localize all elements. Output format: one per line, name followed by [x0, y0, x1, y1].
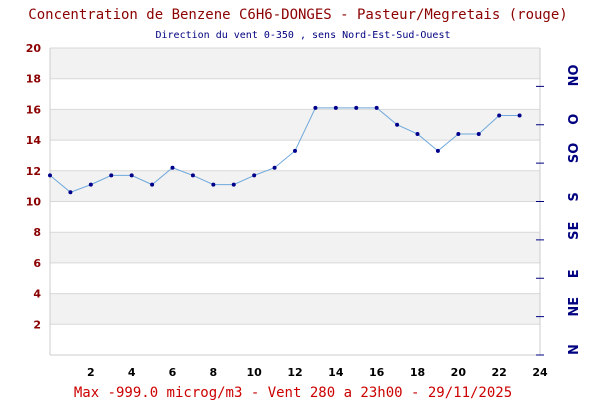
band-18 [50, 48, 540, 79]
data-point [68, 190, 73, 195]
y-tick-label: 10 [26, 196, 42, 209]
data-point [497, 113, 502, 118]
x-tick-label: 4 [128, 366, 136, 379]
y-tick-label: 6 [33, 257, 41, 270]
data-point [129, 173, 134, 178]
x-tick-label: 20 [451, 366, 467, 379]
x-tick-label: 8 [210, 366, 218, 379]
y-tick-label: 16 [26, 103, 42, 116]
x-tick-label: 2 [87, 366, 95, 379]
x-tick-label: 14 [328, 366, 344, 379]
data-point [272, 165, 277, 170]
x-tick-label: 16 [369, 366, 385, 379]
x-tick-label: 12 [287, 366, 302, 379]
direction-label: O [567, 114, 582, 125]
data-point [435, 148, 440, 153]
band-2 [50, 293, 540, 325]
chart-subtitle: Direction du vent 0-350 , sens Nord-Est-… [155, 30, 450, 41]
grid-lines [49, 47, 541, 356]
data-point [170, 165, 175, 170]
data-point [252, 173, 257, 178]
x-axis-ticks: 2 4 6 8 10 12 14 16 18 20 22 24 [87, 366, 548, 379]
y-tick-label: 2 [33, 318, 41, 331]
y-tick-label: 18 [26, 73, 41, 86]
x-tick-label: 18 [410, 366, 425, 379]
series-line [49, 107, 520, 193]
y-axis-ticks: 2 4 6 8 10 12 14 16 18 20 [26, 42, 42, 331]
y-tick-label: 8 [33, 226, 41, 239]
x-tick-label: 6 [169, 366, 177, 379]
direction-label: NO [567, 64, 582, 86]
data-point [517, 113, 522, 118]
direction-label: E [567, 269, 582, 278]
y-tick-label: 20 [26, 42, 42, 55]
band-6 [50, 232, 540, 263]
data-point [293, 148, 297, 153]
data-point [374, 105, 379, 110]
x-tick-label: 22 [492, 366, 507, 379]
data-point [354, 105, 359, 110]
data-point [333, 105, 338, 110]
direction-label: SO [567, 143, 582, 163]
chart-footer: Max -999.0 microg/m3 - Vent 280 a 23h00 … [74, 385, 512, 400]
direction-label: NE [567, 297, 582, 317]
benzene-series [48, 105, 522, 195]
y-tick-label: 4 [33, 288, 41, 301]
data-point [150, 182, 155, 187]
data-point [48, 173, 52, 178]
direction-label: N [567, 344, 582, 355]
data-point [88, 182, 93, 187]
data-point [456, 131, 461, 136]
data-point [190, 173, 195, 178]
y-tick-label: 12 [26, 165, 41, 178]
direction-label: S [567, 192, 582, 201]
data-point [476, 131, 481, 136]
chart-title: Concentration de Benzene C6H6-DONGES - P… [28, 7, 567, 23]
data-point [231, 182, 236, 187]
data-point [109, 173, 114, 178]
x-tick-label: 24 [532, 366, 548, 379]
data-point [415, 131, 420, 136]
x-tick-label: 10 [247, 366, 263, 379]
direction-label: SE [567, 222, 582, 240]
y-tick-label: 14 [26, 134, 42, 147]
band-14 [50, 109, 540, 141]
data-point [211, 182, 216, 187]
data-point [395, 122, 400, 127]
data-point [313, 105, 318, 110]
wind-direction-axis: N NE E SE S SO O NO [536, 64, 582, 356]
